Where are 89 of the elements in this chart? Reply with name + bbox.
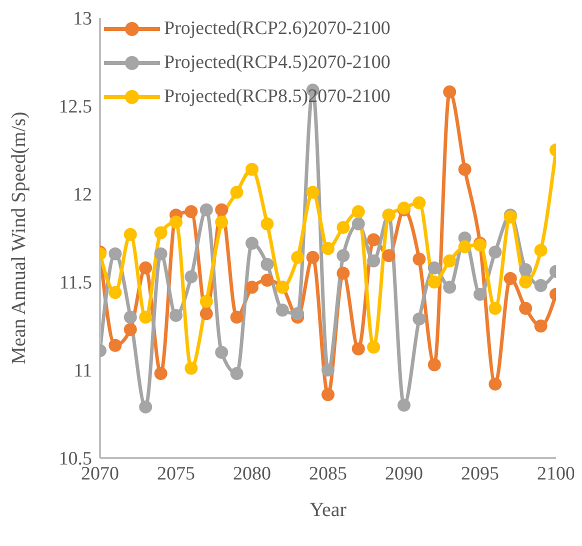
point xyxy=(336,249,350,262)
point xyxy=(534,320,548,332)
point xyxy=(322,242,334,256)
point xyxy=(443,85,456,98)
point xyxy=(108,247,122,260)
point xyxy=(352,342,365,356)
point xyxy=(124,323,137,336)
y-tick-label: 11.5 xyxy=(59,272,92,294)
point xyxy=(322,388,334,402)
point xyxy=(108,286,122,300)
y-tick-label: 12 xyxy=(73,184,92,206)
point xyxy=(200,203,213,216)
point xyxy=(428,358,441,372)
point xyxy=(139,310,152,324)
x-axis-title: Year xyxy=(310,499,347,521)
x-tick-label: 2090 xyxy=(385,463,423,484)
point xyxy=(367,340,380,354)
point xyxy=(260,274,274,287)
point xyxy=(306,186,320,199)
point xyxy=(519,276,532,288)
point xyxy=(412,252,426,266)
x-tick-label: 2100 xyxy=(537,463,575,484)
point xyxy=(367,254,380,268)
point xyxy=(139,261,152,274)
point xyxy=(336,220,350,234)
point xyxy=(474,288,486,301)
point xyxy=(412,196,426,210)
x-tick-label: 2085 xyxy=(309,463,347,484)
y-axis-title: Mean Annual Wind Speed(m/s) xyxy=(8,112,30,364)
point xyxy=(184,362,198,375)
point xyxy=(276,304,289,317)
point xyxy=(412,312,426,326)
point xyxy=(306,250,320,264)
point xyxy=(504,272,517,285)
point xyxy=(215,203,228,216)
point xyxy=(352,217,365,230)
point xyxy=(215,216,228,229)
x-tick-label: 2095 xyxy=(461,463,499,484)
point xyxy=(260,217,274,230)
point xyxy=(154,226,168,240)
x-tick-label: 2080 xyxy=(233,463,271,484)
point xyxy=(291,250,304,264)
point xyxy=(443,280,456,294)
point xyxy=(519,302,532,315)
point xyxy=(352,205,365,218)
y-tick-label: 11 xyxy=(74,360,92,382)
point xyxy=(458,162,472,176)
point xyxy=(428,261,441,274)
point xyxy=(215,346,228,359)
legend-label: Projected(RCP4.5)2070-2100 xyxy=(164,52,390,74)
point xyxy=(322,364,334,376)
point xyxy=(246,162,258,176)
point xyxy=(170,308,182,322)
point xyxy=(519,263,532,276)
point xyxy=(246,236,258,250)
point xyxy=(382,249,396,262)
legend-label: Projected(RCP2.6)2070-2100 xyxy=(164,18,390,40)
y-tick-label: 12.5 xyxy=(58,96,92,118)
point xyxy=(230,186,244,199)
y-tick-label: 13 xyxy=(73,8,92,30)
point xyxy=(488,302,502,315)
point xyxy=(336,266,350,280)
point xyxy=(184,270,198,284)
point xyxy=(139,400,152,414)
point xyxy=(534,279,548,292)
point xyxy=(230,367,244,380)
point xyxy=(488,378,502,391)
point xyxy=(108,338,122,352)
point xyxy=(154,247,168,260)
point xyxy=(124,310,137,324)
point xyxy=(246,280,258,294)
x-tick-label: 2075 xyxy=(157,463,195,484)
point xyxy=(428,276,441,288)
point xyxy=(367,233,380,246)
point xyxy=(488,246,502,259)
point xyxy=(534,244,548,257)
point xyxy=(458,240,472,254)
point xyxy=(200,307,213,320)
point xyxy=(200,294,213,308)
point xyxy=(398,398,410,412)
point xyxy=(260,258,274,271)
point xyxy=(291,307,304,320)
legend-label: Projected(RCP8.5)2070-2100 xyxy=(164,86,390,108)
point xyxy=(443,254,456,268)
point xyxy=(170,216,182,229)
point xyxy=(184,205,198,218)
point xyxy=(230,310,244,324)
point xyxy=(154,367,168,380)
point xyxy=(124,228,137,241)
